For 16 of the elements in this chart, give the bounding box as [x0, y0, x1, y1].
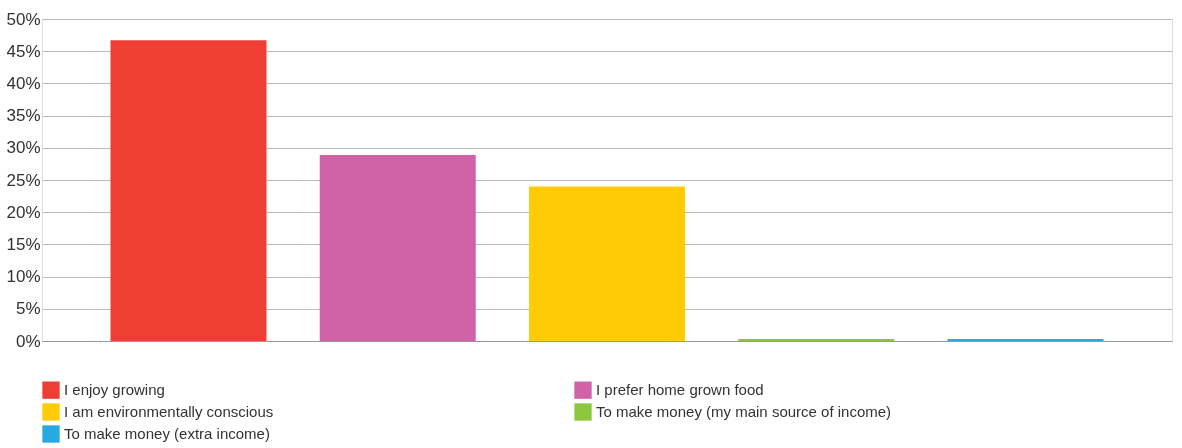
y-tick-label: 20%	[6, 202, 41, 222]
y-tick-label: 45%	[6, 41, 41, 61]
y-tick-label: 5%	[15, 299, 41, 319]
y-tick-label: 40%	[6, 73, 41, 93]
y-tick-label: 50%	[6, 9, 41, 29]
y-tick-label: 30%	[6, 138, 41, 158]
legend-label: To make money (extra income)	[64, 425, 270, 442]
y-tick-label: 10%	[6, 267, 41, 287]
y-tick-label: 25%	[6, 170, 41, 190]
legend-label: I prefer home grown food	[596, 381, 764, 399]
legend-label: I enjoy growing	[64, 381, 165, 399]
y-tick-label: 0%	[15, 331, 41, 351]
y-tick-label: 15%	[6, 234, 41, 254]
legend-label: I am environmentally conscious	[64, 403, 274, 420]
y-tick-label: 35%	[6, 106, 41, 126]
legend-label: To make money (my main source of income)	[596, 403, 892, 420]
